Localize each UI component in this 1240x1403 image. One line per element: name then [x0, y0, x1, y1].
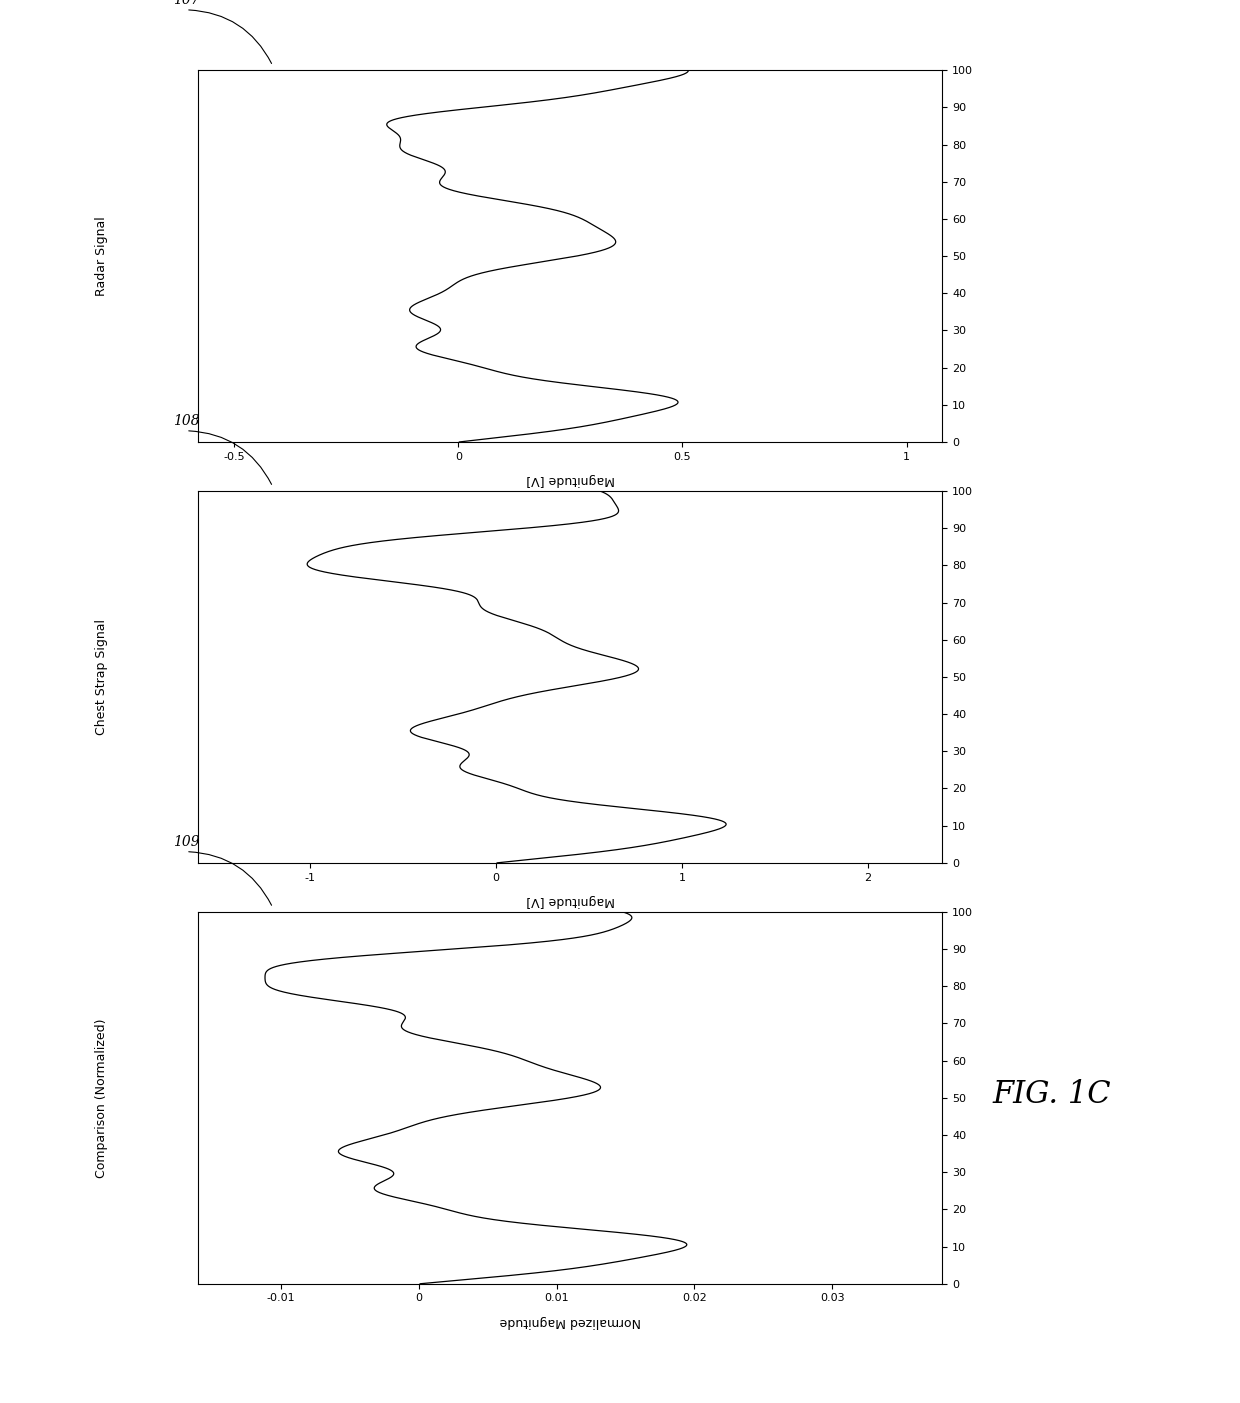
X-axis label: Magnitude [V]: Magnitude [V] [526, 894, 615, 906]
Text: 109: 109 [172, 835, 200, 849]
Text: FIG. 1C: FIG. 1C [992, 1079, 1111, 1110]
Text: 108: 108 [172, 414, 200, 428]
Text: Chest Strap Signal: Chest Strap Signal [95, 619, 108, 735]
X-axis label: Magnitude [V]: Magnitude [V] [526, 473, 615, 485]
Text: Comparison (Normalized): Comparison (Normalized) [95, 1019, 108, 1177]
X-axis label: Normalized Magnitude: Normalized Magnitude [500, 1315, 641, 1327]
Text: 107: 107 [172, 0, 200, 7]
Text: Radar Signal: Radar Signal [95, 216, 108, 296]
